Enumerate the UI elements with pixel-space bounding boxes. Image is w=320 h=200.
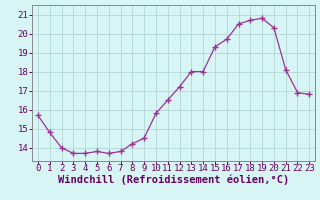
X-axis label: Windchill (Refroidissement éolien,°C): Windchill (Refroidissement éolien,°C) bbox=[58, 175, 289, 185]
